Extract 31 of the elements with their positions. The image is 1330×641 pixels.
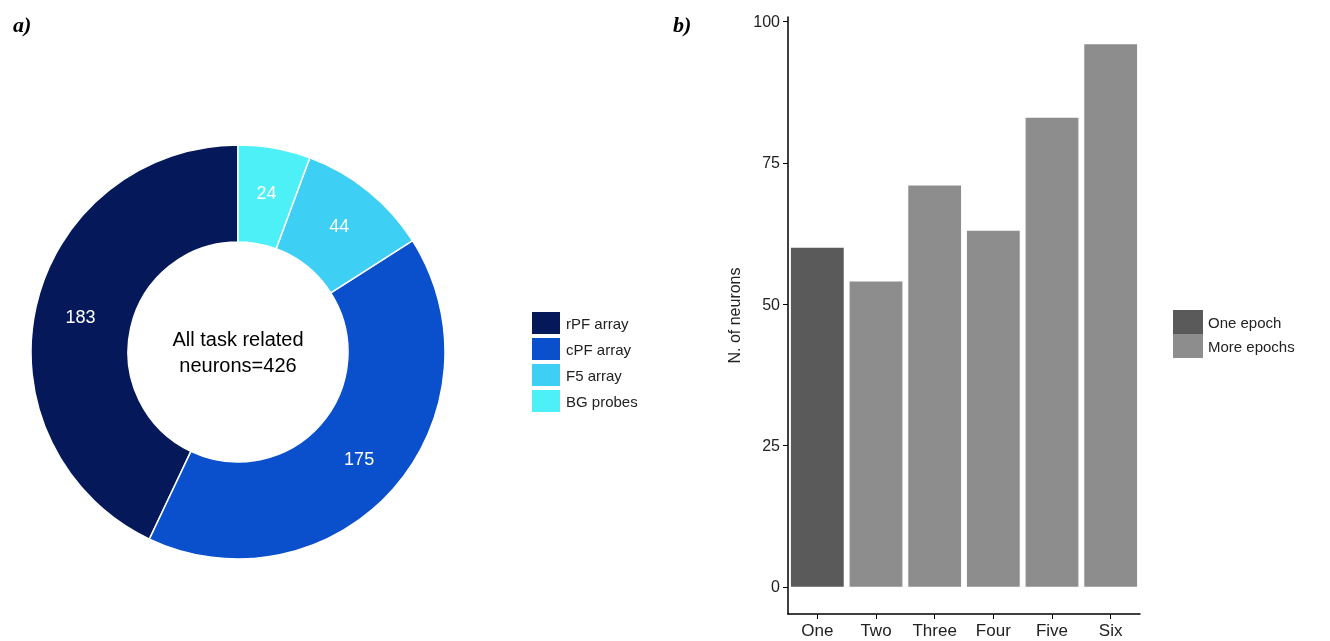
y-tick-label: 25: [762, 437, 781, 455]
legend-label: cPF array: [566, 340, 632, 358]
x-tick-label: Four: [975, 621, 1012, 640]
x-tick-label: Six: [1098, 621, 1123, 640]
data-label: 183: [65, 306, 96, 327]
legend-label: BG probes: [566, 392, 638, 410]
bar: [1025, 117, 1079, 587]
legend-label: More epochs: [1208, 337, 1295, 355]
x-tick-label: Three: [912, 621, 957, 640]
data-label: 175: [344, 448, 375, 469]
y-tick-label: 100: [753, 13, 781, 31]
y-axis-title: N. of neurons: [725, 267, 743, 364]
x-tick-label: Five: [1035, 621, 1069, 640]
legend-label: One epoch: [1208, 313, 1282, 331]
x-tick-label: One: [801, 621, 834, 640]
legend-label: rPF array: [566, 314, 629, 332]
text: All task related neurons=426: [172, 328, 304, 376]
data-label: 44: [329, 216, 350, 237]
bar: [1084, 44, 1138, 587]
chart-title: b): [673, 11, 692, 37]
y-tick-label: 50: [762, 295, 781, 313]
bar: [966, 230, 1020, 587]
legend-label: F5 array: [566, 366, 623, 384]
y-tick-label: 75: [762, 154, 781, 172]
chart-title: a): [13, 11, 32, 37]
bar: [908, 185, 962, 587]
bar: [790, 247, 844, 587]
data-label: 24: [256, 183, 277, 204]
bar: [849, 281, 903, 587]
x-tick-label: Two: [860, 621, 892, 640]
y-tick-label: 0: [771, 578, 781, 596]
